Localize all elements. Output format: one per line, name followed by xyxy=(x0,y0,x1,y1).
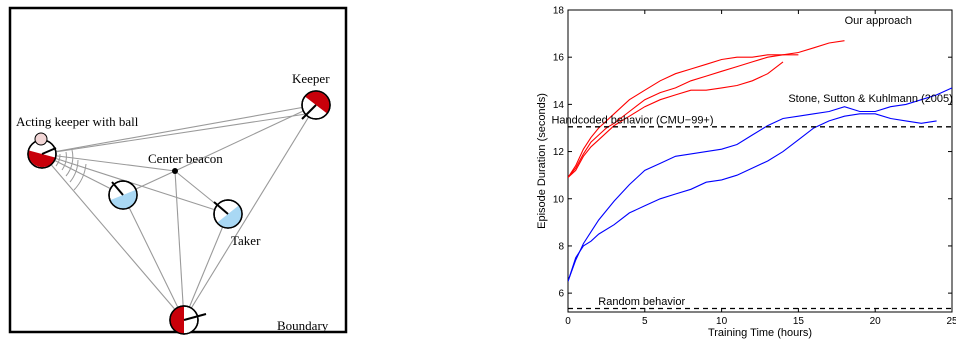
keeper-icon xyxy=(302,91,330,119)
series-annotation: Stone, Sutton & Kuhlmann (2005) xyxy=(788,93,953,105)
y-tick-label: 8 xyxy=(558,241,564,252)
acting-keeper-label: Acting keeper with ball xyxy=(16,114,139,129)
keepaway-diagram: Keeper Acting keeper with ball Center be… xyxy=(10,8,346,334)
ball-icon xyxy=(35,133,47,145)
taker-icon xyxy=(214,200,242,228)
boundary-label: Boundary xyxy=(277,318,329,333)
x-tick-label: 20 xyxy=(870,316,882,327)
x-axis-label: Training Time (hours) xyxy=(708,327,812,339)
series-annotation: Random behavior xyxy=(598,296,685,308)
center-beacon-label: Center beacon xyxy=(148,151,223,166)
y-tick-label: 14 xyxy=(553,100,565,111)
y-tick-label: 10 xyxy=(553,194,565,205)
series-annotation: Handcoded behavior (CMU−99+) xyxy=(551,114,713,126)
x-tick-label: 25 xyxy=(946,316,956,327)
x-tick-label: 15 xyxy=(793,316,805,327)
x-tick-label: 5 xyxy=(642,316,648,327)
taker-label: Taker xyxy=(231,233,261,248)
center-beacon-icon xyxy=(172,168,178,174)
training-chart: 0 5 10 15 20 25 6 8 10 12 14 16 18 Our approach Stone… xyxy=(536,6,956,340)
keeper-label: Keeper xyxy=(292,71,330,86)
y-tick-label: 6 xyxy=(558,289,564,300)
x-tick-label: 0 xyxy=(565,316,571,327)
series-annotation: Our approach xyxy=(845,15,912,27)
y-tick-label: 16 xyxy=(553,53,565,64)
y-tick-label: 18 xyxy=(553,6,565,17)
taker-icon xyxy=(109,181,137,209)
y-tick-label: 12 xyxy=(553,147,565,158)
plot-area xyxy=(568,10,952,312)
x-tick-label: 10 xyxy=(716,316,728,327)
y-axis-label: Episode Duration (seconds) xyxy=(536,93,548,229)
